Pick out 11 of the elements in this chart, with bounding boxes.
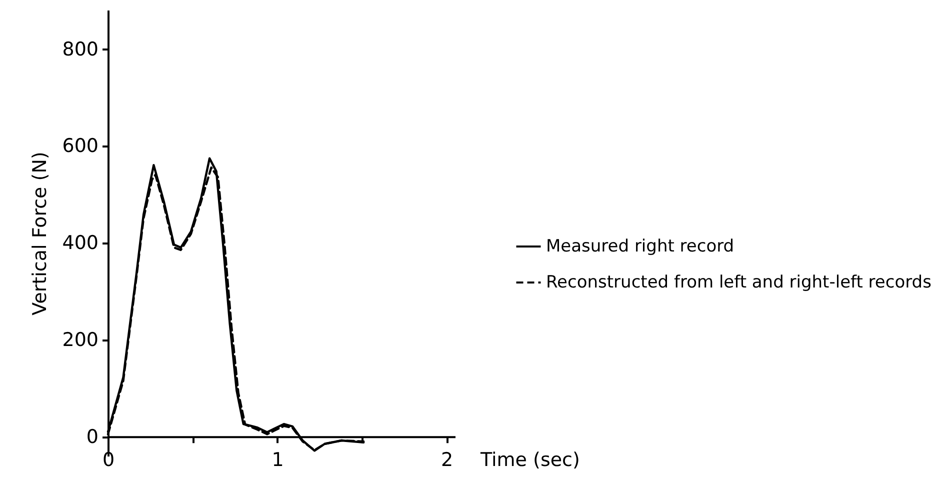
y-tick-label: 600 [62,135,98,158]
y-tick-label: 0 [86,426,98,448]
x-tick-label: 1 [272,449,284,472]
y-tick-label: 200 [62,329,98,352]
legend-label: Measured right record [546,236,734,256]
y-axis-title: Vertical Force (N) [29,152,52,316]
x-axis-title: Time (sec) [480,449,580,472]
legend-label: Reconstructed from left and right-left records [546,272,932,292]
y-tick-label: 400 [62,232,98,254]
y-tick-label: 800 [62,38,98,60]
x-tick-label: 2 [440,449,454,472]
